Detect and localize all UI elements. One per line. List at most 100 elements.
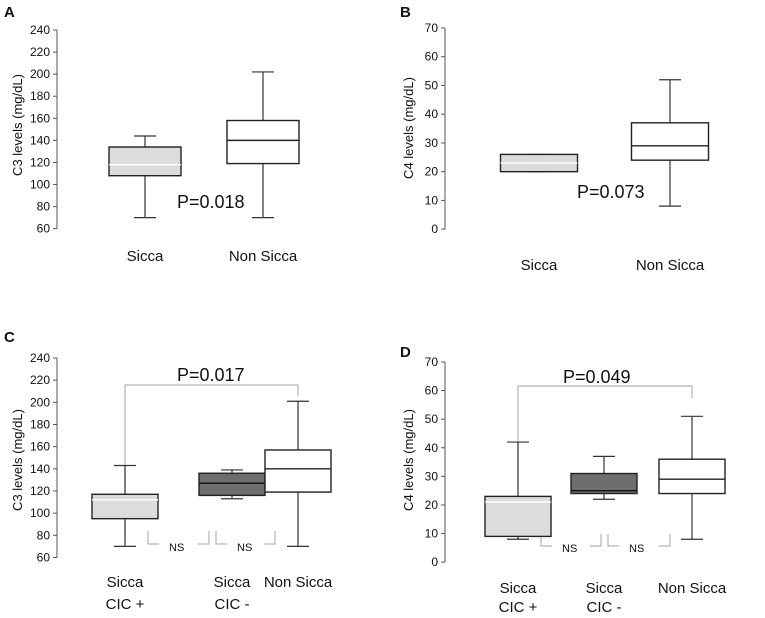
significance-bracket-c: [124, 384, 299, 542]
category-label-a: Non Sicca: [229, 248, 298, 265]
panel-letter-d: D: [400, 344, 411, 361]
category-label-c: CIC -: [215, 596, 250, 613]
p-value-c: P=0.017: [177, 365, 245, 385]
y-axis-label-b: C4 levels (mg/dL): [401, 77, 416, 179]
plot-area-d: 0 10 20 30 40 50 60 70 Sicca CIC + Sicca CIC - Non S…: [425, 355, 727, 616]
panel-a: A C3 levels (mg/dL) 60 80 100 120 140 160 180 2…: [4, 4, 300, 265]
box-b-0: [499, 153, 579, 173]
box-c-2: [264, 400, 332, 547]
iqr-box: [108, 146, 182, 177]
y-tick-label-c: 140: [30, 462, 50, 476]
p-value-d: P=0.049: [563, 367, 631, 387]
y-tick-label-a: 140: [30, 133, 50, 147]
panel-letter-c: C: [4, 329, 15, 346]
category-label-b: Non Sicca: [636, 257, 705, 274]
y-tick-label-c: 80: [37, 528, 51, 542]
y-tick-label-b: 40: [425, 107, 439, 121]
box-a-1: [226, 71, 300, 219]
box-d-1: [570, 455, 638, 500]
category-label-d: Sicca: [586, 580, 623, 597]
p-value-a: P=0.018: [177, 192, 245, 212]
category-label-c: Sicca: [214, 574, 251, 591]
y-tick-label-a: 200: [30, 67, 50, 81]
box-c-0: [91, 464, 159, 547]
p-value-b: P=0.073: [577, 182, 645, 202]
y-axis-label-a: C3 levels (mg/dL): [10, 74, 25, 176]
box-d-2: [658, 415, 726, 540]
y-tick-label-d: 50: [425, 412, 439, 426]
plot-area-a: 60 80 100 120 140 160 180 200 220 240 Sicca Non Sic…: [30, 23, 300, 265]
category-label-d: CIC +: [499, 599, 538, 616]
category-label-a: Sicca: [127, 248, 164, 265]
y-tick-label-a: 240: [30, 23, 50, 37]
ns-label-d-2: NS: [629, 543, 644, 555]
panel-letter-b: B: [400, 4, 411, 21]
y-tick-label-d: 20: [425, 498, 439, 512]
y-tick-label-c: 240: [30, 351, 50, 365]
y-tick-label-a: 60: [37, 222, 51, 236]
plot-area-b: 0 10 20 30 40 50 60 70 Sicca Non Sicca: [425, 21, 710, 274]
y-tick-label-b: 60: [425, 50, 439, 64]
ns-bracket-d-4: [659, 534, 671, 547]
ns-bracket-d-1: [540, 534, 552, 547]
y-tick-label-b: 0: [431, 222, 438, 236]
category-label-c: Sicca: [107, 574, 144, 591]
ns-bracket-d-3: [607, 534, 619, 547]
y-tick-label-b: 30: [425, 136, 439, 150]
iqr-box: [226, 119, 300, 165]
y-tick-label-d: 30: [425, 469, 439, 483]
y-tick-label-c: 220: [30, 373, 50, 387]
y-tick-label-d: 10: [425, 527, 439, 541]
category-label-b: Sicca: [521, 257, 558, 274]
category-label-d: Non Sicca: [658, 580, 727, 597]
ns-bracket-c-2: [198, 531, 210, 545]
y-axis-label-c: C3 levels (mg/dL): [10, 409, 25, 511]
y-axis-label-d: C4 levels (mg/dL): [401, 409, 416, 511]
y-tick-label-a: 100: [30, 178, 50, 192]
iqr-box: [91, 493, 159, 520]
ns-label-c-1: NS: [169, 542, 184, 554]
y-tick-label-b: 70: [425, 21, 439, 35]
y-tick-label-d: 70: [425, 355, 439, 369]
plot-area-c: 60 80 100 120 140 160 180 200 220 240 Sicca CIC + Si…: [30, 351, 333, 613]
y-tick-label-c: 100: [30, 506, 50, 520]
iqr-box: [484, 495, 552, 538]
box-d-0: [484, 441, 552, 540]
iqr-box: [630, 122, 710, 161]
category-label-c: CIC +: [106, 596, 145, 613]
y-tick-label-c: 160: [30, 440, 50, 454]
panel-d: D C4 levels (mg/dL) P=0.049 NS NS 0 10 20 3…: [400, 344, 727, 616]
ns-bracket-c-3: [215, 531, 227, 545]
box-c-1: [198, 469, 266, 500]
category-label-c: Non Sicca: [264, 574, 333, 591]
y-tick-label-a: 220: [30, 45, 50, 59]
box-a-0: [108, 135, 182, 219]
ns-bracket-c-4: [264, 531, 276, 545]
category-label-d: Sicca: [500, 580, 537, 597]
y-tick-label-c: 180: [30, 417, 50, 431]
ns-label-c-2: NS: [237, 542, 252, 554]
category-label-d: CIC -: [587, 599, 622, 616]
ns-label-d-1: NS: [562, 543, 577, 555]
y-tick-label-c: 200: [30, 395, 50, 409]
panel-c: C C3 levels (mg/dL) P=0.017 NS NS 60 80 10…: [4, 329, 333, 613]
y-tick-label-b: 50: [425, 78, 439, 92]
y-tick-label-c: 60: [37, 550, 51, 564]
y-tick-label-a: 80: [37, 200, 51, 214]
y-tick-label-b: 20: [425, 165, 439, 179]
iqr-box: [198, 472, 266, 497]
iqr-box: [264, 449, 332, 493]
y-tick-label-a: 120: [30, 155, 50, 169]
y-tick-label-d: 60: [425, 384, 439, 398]
ns-bracket-c-1: [147, 531, 159, 545]
y-tick-label-d: 0: [431, 555, 438, 569]
y-tick-label-d: 40: [425, 441, 439, 455]
y-tick-label-a: 180: [30, 89, 50, 103]
panel-b: B C4 levels (mg/dL) 0 10 20 30 40 50 60 70 Sicca…: [400, 4, 710, 274]
y-tick-label-c: 120: [30, 484, 50, 498]
box-b-1: [630, 79, 710, 207]
panel-letter-a: A: [4, 4, 15, 21]
iqr-box: [570, 472, 638, 495]
y-tick-label-a: 160: [30, 111, 50, 125]
